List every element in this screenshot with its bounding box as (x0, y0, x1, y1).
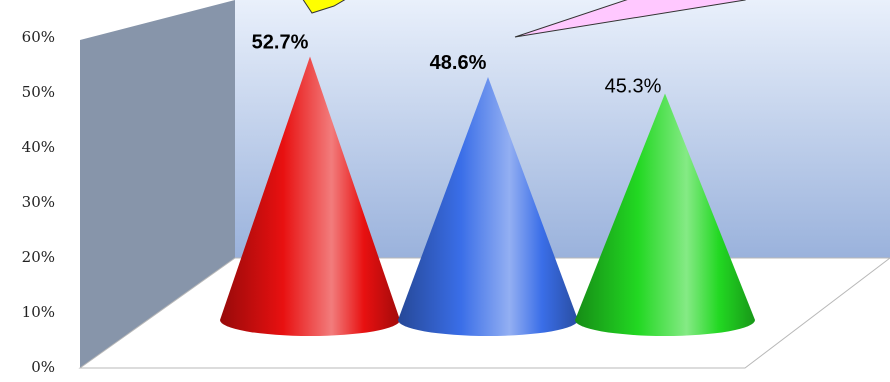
y-tick-label: 0% (31, 358, 55, 376)
callout-pink (514, 0, 747, 38)
y-tick-label: 60% (22, 28, 55, 46)
data-label: 52.7% (252, 32, 309, 54)
cone-bar (398, 77, 578, 336)
y-tick-label: 40% (22, 138, 55, 156)
callout-yellow-box (302, 0, 346, 14)
y-tick-label: 30% (22, 193, 55, 211)
y-tick-label: 50% (22, 83, 55, 101)
data-label: 48.6% (430, 52, 487, 74)
cone-bar (220, 56, 400, 336)
back-wall (235, 0, 890, 258)
y-tick-label: 20% (22, 248, 55, 266)
cones (220, 56, 755, 336)
callout-yellow (302, 0, 346, 14)
data-label: 45.3% (605, 76, 662, 98)
y-axis: 0% 10% 20% 30% 40% 50% 60% (22, 28, 55, 376)
value-labels: 52.7% 48.6% 45.3% (252, 32, 662, 98)
cone-bar (575, 93, 755, 336)
callout-pink-box (514, 0, 747, 38)
y-tick-label: 10% (22, 303, 55, 321)
side-wall (80, 0, 235, 368)
